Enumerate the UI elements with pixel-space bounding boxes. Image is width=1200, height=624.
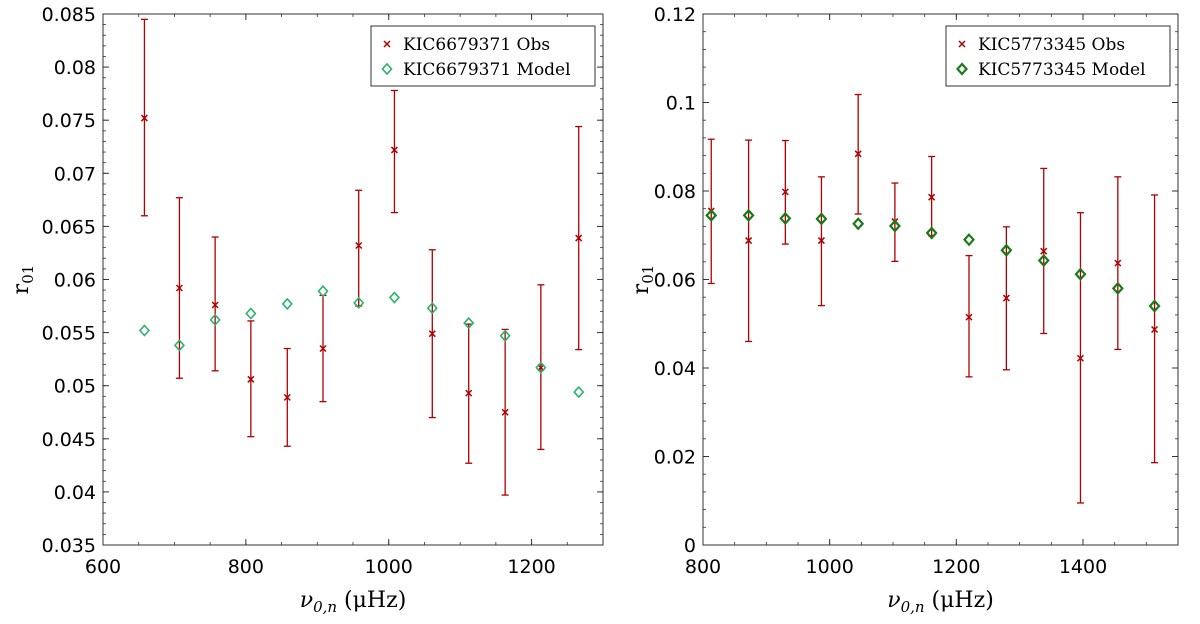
y-tick-label: 0.02 xyxy=(654,447,696,469)
model-point xyxy=(705,208,718,222)
obs-point xyxy=(465,389,473,397)
y-tick-label: 0.055 xyxy=(42,323,96,345)
model-point xyxy=(925,226,938,240)
y-tick-label: 0.1 xyxy=(666,93,696,115)
model-point xyxy=(173,339,186,352)
y-tick-label: 0.06 xyxy=(654,270,696,292)
chart-panel-left: 600 800 1000 1200 0.035 0.04 0.045 0.05 0.055 0.0… xyxy=(9,4,604,616)
y-tick-label: 0.04 xyxy=(54,482,96,504)
legend-obs-marker xyxy=(383,40,391,48)
obs-point xyxy=(575,234,583,242)
x-tick-label: 800 xyxy=(685,556,721,578)
obs-point xyxy=(247,375,255,383)
model-point xyxy=(1037,253,1050,268)
model-point xyxy=(388,291,401,304)
x-tick-label: 1400 xyxy=(1059,556,1107,578)
model-point xyxy=(353,296,365,310)
y-tick-label: 0.08 xyxy=(654,181,696,203)
model-point xyxy=(573,385,585,399)
y-tick-label: 0.065 xyxy=(42,216,96,238)
y-tick-label: 0.045 xyxy=(42,429,96,451)
x-tick-label: 1200 xyxy=(507,556,555,578)
legend: KIC5773345 Obs KIC5773345 Model xyxy=(945,25,1171,87)
legend-model-marker xyxy=(381,62,393,76)
model-point xyxy=(138,324,151,337)
obs-point xyxy=(211,301,219,309)
y-tick-label: 0.08 xyxy=(54,57,96,79)
obs-point xyxy=(355,241,363,250)
obs-point xyxy=(319,344,327,353)
model-point xyxy=(742,208,755,222)
legend-model-label: KIC6679371 Model xyxy=(403,60,571,80)
y-tick-label: 0.04 xyxy=(654,358,696,380)
y-tick-label: 0.075 xyxy=(42,110,96,132)
error-bar xyxy=(390,89,398,214)
chart-panel-right: 800 1000 1200 1400 0 0.02 0.04 0.06 0.08 0.1 0.12 ν… xyxy=(629,4,1179,616)
model-point xyxy=(463,316,475,330)
model-point xyxy=(1111,281,1124,295)
obs-point xyxy=(140,114,148,122)
obs-point xyxy=(1076,354,1085,362)
obs-point xyxy=(1114,259,1122,267)
legend-obs-label: KIC6679371 Obs xyxy=(403,35,550,55)
legend-box xyxy=(945,25,1171,87)
x-tick-label: 1000 xyxy=(365,556,413,578)
obs-point xyxy=(854,150,862,158)
model-point xyxy=(535,361,547,374)
model-point xyxy=(1148,299,1161,313)
y-tick-label: 0 xyxy=(684,535,696,557)
obs-point xyxy=(283,393,291,401)
obs-point xyxy=(1040,247,1048,255)
model-point xyxy=(1074,267,1087,281)
plot-frame xyxy=(102,13,604,546)
model-point xyxy=(317,284,329,298)
y-tick-label: 0.05 xyxy=(54,376,96,398)
model-point xyxy=(779,211,792,226)
legend-obs-label: KIC5773345 Obs xyxy=(978,35,1125,55)
x-axis-label: ν0,n (μHz) xyxy=(887,588,994,616)
legend-obs-marker xyxy=(958,40,966,48)
model-point xyxy=(426,301,438,315)
obs-point xyxy=(501,408,509,416)
model-point xyxy=(281,297,293,311)
y-axis-label: r01 xyxy=(9,265,37,295)
x-tick-label: 1200 xyxy=(932,556,980,578)
model-point xyxy=(209,313,221,327)
y-axis-label: r01 xyxy=(629,265,657,295)
x-tick-label: 1000 xyxy=(805,556,853,578)
y-tick-label: 0.12 xyxy=(654,4,696,26)
obs-point xyxy=(965,313,973,321)
model-point xyxy=(499,329,511,342)
x-tick-label: 600 xyxy=(85,556,121,578)
obs-point xyxy=(745,237,753,245)
x-tick-label: 800 xyxy=(228,556,264,578)
legend-model-label: KIC5773345 Model xyxy=(978,60,1146,80)
model-point xyxy=(963,233,975,247)
obs-point xyxy=(1002,294,1010,302)
obs-point xyxy=(1151,325,1159,334)
obs-point xyxy=(428,330,436,338)
model-point xyxy=(815,212,828,226)
error-bar xyxy=(928,155,936,237)
obs-point xyxy=(390,146,398,154)
obs-point xyxy=(817,237,825,245)
model-point xyxy=(1000,243,1013,257)
y-tick-label: 0.06 xyxy=(54,270,96,292)
legend: KIC6679371 Obs KIC6679371 Model xyxy=(370,25,596,87)
y-tick-label: 0.07 xyxy=(54,163,96,185)
model-point xyxy=(245,307,257,320)
legend-model-marker xyxy=(956,62,968,76)
obs-point xyxy=(928,193,936,201)
y-tick-label: 0.085 xyxy=(42,4,96,26)
model-point xyxy=(888,219,901,233)
obs-point xyxy=(175,284,183,292)
error-bar xyxy=(211,236,219,372)
y-tick-label: 0.035 xyxy=(42,535,96,557)
x-axis-label: ν0,n (μHz) xyxy=(300,588,407,616)
legend-box xyxy=(370,25,596,87)
plot-frame xyxy=(702,13,1179,546)
model-point xyxy=(852,217,865,231)
obs-point xyxy=(781,188,789,196)
